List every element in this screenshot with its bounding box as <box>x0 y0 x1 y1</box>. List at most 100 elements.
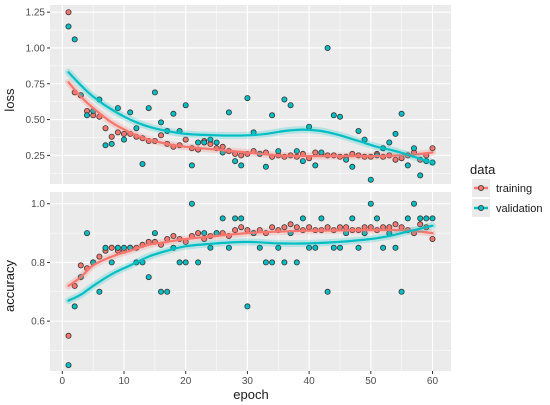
loss-point-validation <box>386 139 393 146</box>
legend-item-validation: validation <box>472 199 542 217</box>
accuracy-point-validation <box>121 244 128 251</box>
loss-point-validation <box>121 136 128 143</box>
accuracy-y-tick-label: 0.6 <box>31 317 45 328</box>
loss-point-validation <box>145 105 152 112</box>
accuracy-point-validation <box>269 259 276 266</box>
loss-point-validation <box>127 109 134 116</box>
accuracy-point-validation <box>373 215 380 222</box>
legend-title: data <box>470 162 496 177</box>
accuracy-point-validation <box>262 259 269 266</box>
loss-point-validation <box>392 130 399 137</box>
accuracy-point-validation <box>96 288 103 295</box>
accuracy-point-validation <box>225 244 232 251</box>
accuracy-point-validation <box>404 215 411 222</box>
accuracy-point-validation <box>71 303 78 310</box>
loss-point-validation <box>195 139 202 146</box>
loss-point-validation <box>244 95 251 102</box>
loss-point-validation <box>133 125 140 132</box>
loss-point-validation <box>71 36 78 43</box>
loss-point-validation <box>336 113 343 120</box>
loss-panel: 0.25 0.50 0.75 1.00 1.25 <box>26 5 451 184</box>
accuracy-point-training <box>238 224 245 231</box>
y-axis-title-accuracy: accuracy <box>2 259 17 312</box>
loss-point-training <box>182 136 189 143</box>
loss-point-training <box>114 129 121 136</box>
accuracy-trend-line-training <box>67 228 434 287</box>
accuracy-trend-line-validation <box>67 224 434 302</box>
loss-point-validation <box>157 119 164 126</box>
x-tick-label: 0 <box>60 376 66 387</box>
loss-y-tick-label: 1.25 <box>26 8 46 19</box>
loss-point-validation <box>269 112 276 119</box>
accuracy-point-validation <box>275 244 282 251</box>
accuracy-point-validation <box>324 288 331 295</box>
accuracy-point-validation <box>336 244 343 251</box>
accuracy-point-validation <box>244 303 251 310</box>
accuracy-point-validation <box>114 244 121 251</box>
accuracy-point-training <box>195 230 202 237</box>
accuracy-panel-background <box>50 192 451 371</box>
accuracy-point-training <box>287 221 294 228</box>
accuracy-point-validation <box>398 288 405 295</box>
accuracy-point-validation <box>410 200 417 207</box>
loss-point-validation <box>324 45 331 52</box>
accuracy-point-training <box>96 253 103 260</box>
loss-point-validation <box>275 148 282 155</box>
accuracy-point-validation <box>367 200 374 207</box>
legend-label-training: training <box>496 183 532 195</box>
accuracy-point-validation <box>145 274 152 281</box>
loss-point-training <box>65 9 72 16</box>
accuracy-point-validation <box>306 244 313 251</box>
accuracy-point-validation <box>151 230 158 237</box>
accuracy-point-validation <box>176 259 183 266</box>
loss-trend-line-validation <box>67 71 434 164</box>
loss-point-validation <box>367 176 374 183</box>
accuracy-point-validation <box>423 215 430 222</box>
loss-y-tick-label: 1.00 <box>26 43 46 54</box>
accuracy-point-training <box>293 224 300 231</box>
accuracy-point-validation <box>330 244 337 251</box>
loss-point-training <box>121 130 128 137</box>
legend: data training validation <box>470 162 542 217</box>
accuracy-point-validation <box>312 244 319 251</box>
legend-item-training: training <box>472 179 532 197</box>
loss-point-validation <box>188 162 195 169</box>
loss-point-validation <box>404 162 411 169</box>
loss-point-validation <box>225 109 232 116</box>
loss-point-validation <box>170 110 177 117</box>
accuracy-point-validation <box>417 215 424 222</box>
legend-key-training-dot <box>477 184 484 191</box>
loss-point-training <box>392 156 399 163</box>
loss-point-validation <box>330 112 337 119</box>
accuracy-y-tick-label: 1.0 <box>31 199 45 210</box>
accuracy-point-validation <box>429 215 436 222</box>
accuracy-point-validation <box>219 215 226 222</box>
accuracy-point-validation <box>380 244 387 251</box>
accuracy-point-validation <box>195 259 202 266</box>
loss-point-validation <box>299 158 306 165</box>
x-tick-label: 10 <box>118 376 130 387</box>
loss-point-validation <box>182 102 189 109</box>
loss-point-validation <box>213 139 220 146</box>
loss-point-validation <box>417 172 424 179</box>
loss-point-training <box>429 145 436 152</box>
accuracy-point-validation <box>164 288 171 295</box>
accuracy-point-training <box>71 282 78 289</box>
accuracy-point-validation <box>318 215 325 222</box>
loss-point-validation <box>238 162 245 169</box>
loss-y-tick-label: 0.75 <box>26 79 46 90</box>
accuracy-point-validation <box>293 259 300 266</box>
loss-point-validation <box>201 139 208 146</box>
accuracy-point-training <box>108 244 115 251</box>
accuracy-point-validation <box>256 244 263 251</box>
loss-point-validation <box>262 163 269 170</box>
accuracy-point-validation <box>207 244 214 251</box>
x-axis-title: epoch <box>233 387 268 402</box>
accuracy-point-training <box>65 332 72 339</box>
x-tick-label: 30 <box>242 376 254 387</box>
accuracy-point-validation <box>232 215 239 222</box>
loss-point-training <box>108 133 115 140</box>
loss-point-training <box>102 125 109 132</box>
loss-point-validation <box>232 158 239 165</box>
loss-point-validation <box>207 136 214 143</box>
